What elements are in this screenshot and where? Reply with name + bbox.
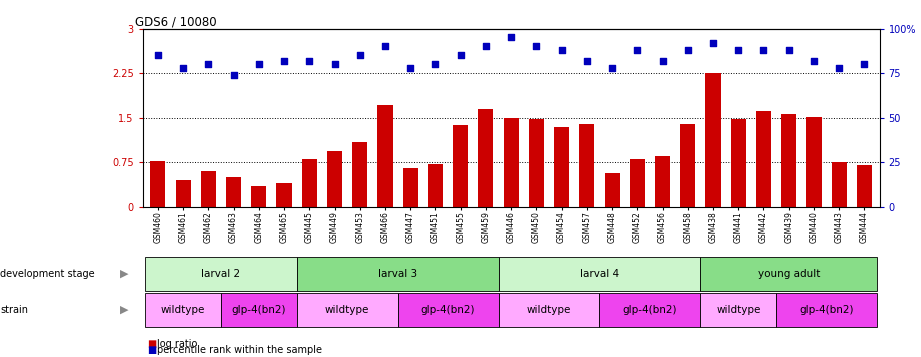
Bar	[756, 111, 771, 207]
Bar	[478, 109, 494, 207]
Point	[554, 47, 569, 53]
Text: glp-4(bn2): glp-4(bn2)	[623, 305, 677, 315]
Bar	[428, 164, 443, 207]
Point	[756, 47, 771, 53]
Bar	[705, 73, 720, 207]
Point	[529, 44, 543, 49]
Point	[276, 58, 291, 64]
Text: larval 3: larval 3	[378, 269, 417, 279]
Point	[378, 44, 392, 49]
Text: ■: ■	[147, 345, 157, 355]
Point	[857, 61, 872, 67]
Bar	[857, 165, 872, 207]
Point	[302, 58, 317, 64]
Bar	[579, 124, 594, 207]
Point	[832, 65, 846, 71]
Bar	[352, 142, 367, 207]
Text: ▶: ▶	[121, 269, 129, 279]
Point	[251, 61, 266, 67]
Text: strain: strain	[0, 305, 28, 315]
Point	[428, 61, 443, 67]
Text: larval 4: larval 4	[580, 269, 619, 279]
Text: wildtype: wildtype	[527, 305, 571, 315]
Bar	[781, 114, 797, 207]
Point	[150, 52, 165, 58]
Point	[479, 44, 494, 49]
Point	[731, 47, 746, 53]
Bar	[655, 156, 670, 207]
Bar	[276, 183, 292, 207]
Point	[327, 61, 342, 67]
Bar	[378, 105, 392, 207]
Point	[705, 40, 720, 46]
Bar	[150, 161, 166, 207]
Text: wildtype: wildtype	[161, 305, 205, 315]
Bar	[226, 177, 241, 207]
Point	[353, 52, 367, 58]
Point	[201, 61, 216, 67]
Bar	[630, 160, 645, 207]
Bar	[604, 172, 620, 207]
Text: ■: ■	[147, 339, 157, 349]
Point	[402, 65, 417, 71]
Text: GDS6 / 10080: GDS6 / 10080	[135, 16, 217, 29]
Bar	[681, 124, 695, 207]
Bar	[832, 162, 846, 207]
Bar	[327, 151, 342, 207]
Point	[453, 52, 468, 58]
Text: young adult: young adult	[758, 269, 820, 279]
Bar	[251, 186, 266, 207]
Text: ▶: ▶	[121, 305, 129, 315]
Bar	[176, 180, 191, 207]
Bar	[504, 118, 519, 207]
Text: log ratio: log ratio	[157, 339, 197, 349]
Point	[579, 58, 594, 64]
Text: larval 2: larval 2	[202, 269, 240, 279]
Text: glp-4(bn2): glp-4(bn2)	[421, 305, 475, 315]
Point	[655, 58, 670, 64]
Bar	[453, 125, 468, 207]
Text: wildtype: wildtype	[716, 305, 761, 315]
Point	[176, 65, 191, 71]
Point	[227, 72, 241, 78]
Bar	[402, 169, 418, 207]
Bar	[302, 160, 317, 207]
Text: percentile rank within the sample: percentile rank within the sample	[157, 345, 321, 355]
Text: development stage: development stage	[0, 269, 95, 279]
Bar	[529, 119, 544, 207]
Point	[781, 47, 796, 53]
Bar	[730, 119, 746, 207]
Text: glp-4(bn2): glp-4(bn2)	[799, 305, 854, 315]
Bar	[201, 171, 216, 207]
Bar	[807, 117, 822, 207]
Text: wildtype: wildtype	[325, 305, 369, 315]
Point	[807, 58, 822, 64]
Bar	[554, 127, 569, 207]
Point	[630, 47, 645, 53]
Point	[605, 65, 620, 71]
Point	[681, 47, 695, 53]
Text: glp-4(bn2): glp-4(bn2)	[231, 305, 286, 315]
Point	[504, 35, 519, 40]
